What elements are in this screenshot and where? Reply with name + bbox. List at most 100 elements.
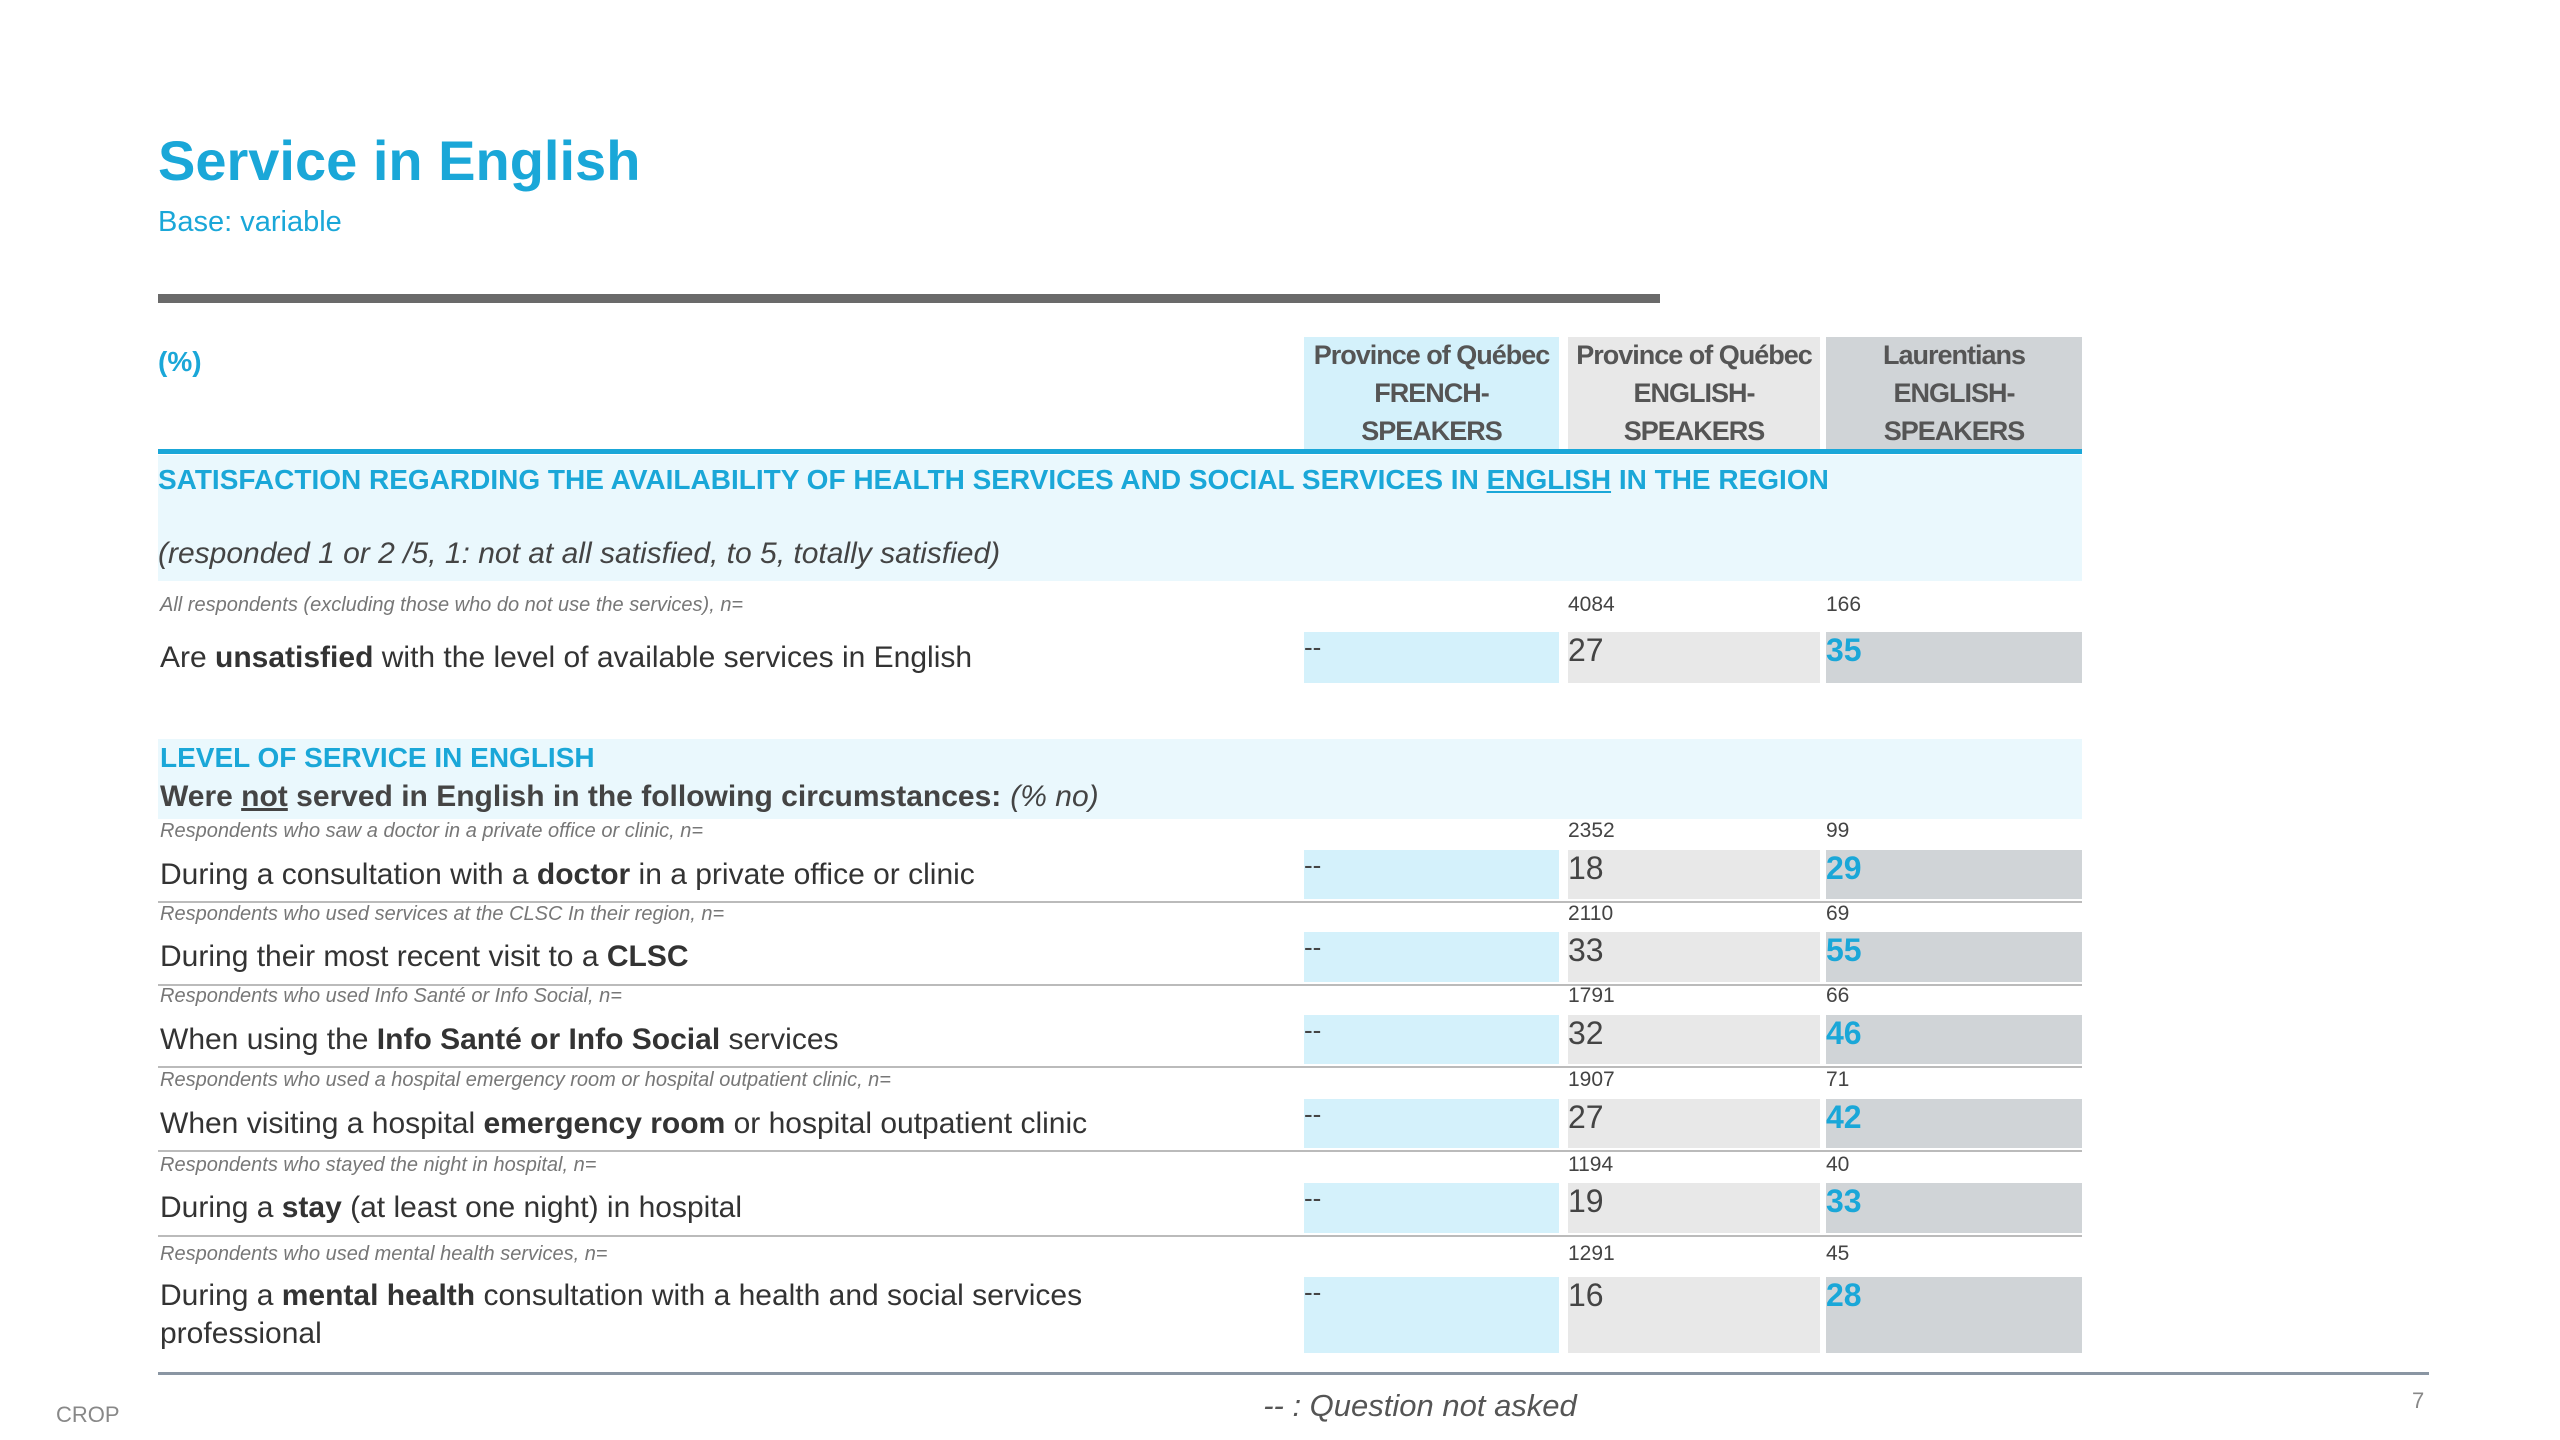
column-header: Province of Québec ENGLISH- SPEAKERS: [1568, 337, 1820, 449]
row-label-text: When using the Info Santé or Info Social…: [160, 1021, 839, 1059]
column-header-line: Laurentians: [1882, 340, 2026, 370]
value-cell c: --: [1304, 1277, 1559, 1353]
text-segment: CLSC: [606, 940, 689, 973]
row-separator: [158, 1066, 2082, 1068]
column-header-line: ENGLISH-: [1633, 378, 1755, 408]
column-header: Laurentians ENGLISH- SPEAKERS: [1826, 337, 2082, 449]
value-cell c: 16: [1568, 1277, 1820, 1353]
base-label: Respondents who saw a doctor in a privat…: [160, 820, 704, 842]
value-cell c: 46: [1826, 1015, 2082, 1064]
text-segment: (at least one night) in hospital: [341, 1191, 743, 1224]
page-number: 7: [2412, 1388, 2425, 1413]
text-segment: mental health: [281, 1279, 476, 1312]
value-cell c: 29: [1826, 850, 2082, 899]
text-segment: Are: [160, 640, 216, 674]
column-header: Province of Québec FRENCH- SPEAKERS: [1304, 337, 1559, 449]
value-cell c: 33: [1826, 1183, 2082, 1233]
value-cell c: --: [1304, 1015, 1559, 1064]
text-segment: with the level of available services in …: [373, 640, 973, 674]
text-segment: unsatisfied: [215, 640, 374, 674]
section-note: (responded 1 or 2 /5, 1: not at all sati…: [158, 537, 1001, 570]
row-separator: [158, 1150, 2082, 1152]
row-label-text: During a stay (at least one night) in ho…: [160, 1189, 742, 1227]
text-segment: stay: [281, 1191, 342, 1224]
base-label: Respondents who used a hospital emergenc…: [160, 1069, 891, 1091]
row-label: When visiting a hospital emergency room …: [160, 1099, 1200, 1148]
section-title: SATISFACTION REGARDING THE AVAILABILITY …: [158, 462, 2088, 498]
row-label: During their most recent visit to a CLSC: [160, 932, 1200, 982]
row-label: During a consultation with a doctor in a…: [160, 850, 1200, 899]
value-cell c: 18: [1568, 850, 1820, 899]
row-label-text: Are unsatisfied with the level of availa…: [160, 639, 972, 677]
column-header-line: SPEAKERS: [1883, 416, 2026, 446]
value-cell c: --: [1304, 632, 1559, 683]
footnote: -- : Question not asked: [1263, 1388, 1577, 1423]
base-n c: 166: [1826, 593, 1862, 616]
row-separator: [158, 901, 2082, 903]
row-label-text: During their most recent visit to a CLSC: [160, 938, 689, 976]
row-separator: [158, 1235, 2082, 1237]
value-cell c: 28: [1826, 1277, 2082, 1353]
base-label: All respondents (excluding those who do …: [160, 594, 744, 616]
base-label: Respondents who used Info Santé or Info …: [160, 985, 622, 1007]
section-bg: [158, 455, 2082, 581]
text-segment: emergency room: [483, 1106, 726, 1140]
base-n c: 4084: [1568, 593, 1615, 616]
base-n c: 2110: [1568, 902, 1614, 925]
row-label: Are unsatisfied with the level of availa…: [160, 632, 1200, 683]
section-title: LEVEL OF SERVICE IN ENGLISH: [160, 742, 595, 773]
value-cell c: --: [1304, 1099, 1559, 1148]
base-n c: 66: [1826, 984, 1850, 1007]
text-segment: or hospital outpatient clinic: [725, 1106, 1088, 1140]
base-n c: 1194: [1568, 1153, 1614, 1176]
text-segment: Were: [160, 780, 242, 813]
value-cell c: 27: [1568, 1099, 1820, 1148]
header-rule: [158, 449, 2082, 454]
row-label-text: During a mental health consultation with…: [160, 1277, 1200, 1353]
base-label: Respondents who used services at the CLS…: [160, 903, 725, 925]
text-segment: services: [720, 1022, 839, 1056]
column-header-line: ENGLISH-: [1893, 378, 2015, 408]
base-label: Respondents who stayed the night in hosp…: [160, 1154, 597, 1176]
base-n c: 40: [1826, 1153, 1850, 1176]
row-label: During a stay (at least one night) in ho…: [160, 1183, 1200, 1233]
section-intro-note: (% no): [1010, 780, 1099, 813]
text-segment: During a consultation with a: [160, 857, 537, 891]
value-cell c: 33: [1568, 932, 1820, 982]
value-cell c: --: [1304, 932, 1559, 982]
text-segment: When using the: [160, 1022, 377, 1056]
text-segment: in a private office or clinic: [630, 857, 975, 891]
text-segment: consultation with a health and social se…: [160, 1279, 1083, 1350]
text-segment: Info Santé or Info Social: [376, 1022, 721, 1056]
rule: [158, 294, 1660, 303]
value-cell c: 55: [1826, 932, 2082, 982]
base-n c: 1291: [1568, 1242, 1615, 1265]
text-segment: IN THE REGION: [1611, 464, 1829, 495]
base-label: Respondents who used mental health servi…: [160, 1243, 608, 1265]
text-segment: not: [241, 780, 288, 813]
text-segment: During a: [160, 1279, 282, 1312]
column-header-line: SPEAKERS: [1623, 416, 1766, 446]
text-segment: When visiting a hospital: [160, 1106, 484, 1140]
table-bottom-rule: [158, 1372, 2429, 1375]
base-n c: 69: [1826, 902, 1850, 925]
text-segment: During their most recent visit to a: [160, 940, 607, 973]
title: Service in English: [158, 129, 641, 192]
column-header-line: Province of Québec: [1313, 340, 1551, 370]
brand: CROP: [56, 1402, 120, 1427]
text-segment: SATISFACTION REGARDING THE AVAILABILITY …: [158, 464, 1487, 495]
base-n c: 71: [1826, 1068, 1850, 1091]
value-cell c: --: [1304, 850, 1559, 899]
value-cell c: 42: [1826, 1099, 2082, 1148]
subtitle: Base: variable: [158, 206, 342, 238]
value-cell c: --: [1304, 1183, 1559, 1233]
text-segment: served in English in the following circu…: [287, 780, 1002, 813]
value-cell c: 19: [1568, 1183, 1820, 1233]
section-bg: [158, 739, 2082, 819]
base-n c: 45: [1826, 1242, 1850, 1265]
column-header-line: SPEAKERS: [1361, 416, 1503, 446]
row-label: During a mental health consultation with…: [160, 1277, 1200, 1353]
row-label: When using the Info Santé or Info Social…: [160, 1015, 1200, 1064]
base-n c: 2352: [1568, 819, 1615, 842]
